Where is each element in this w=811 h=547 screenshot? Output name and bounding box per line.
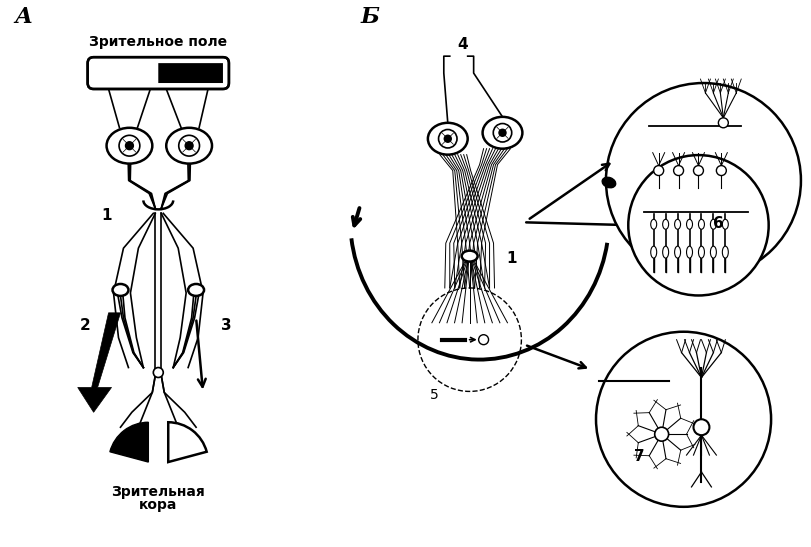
Circle shape: [126, 142, 133, 150]
Ellipse shape: [650, 246, 657, 258]
Text: кора: кора: [139, 498, 178, 512]
Circle shape: [153, 368, 163, 377]
Circle shape: [444, 135, 451, 142]
FancyBboxPatch shape: [88, 57, 229, 89]
Circle shape: [654, 427, 668, 441]
Circle shape: [719, 118, 728, 128]
Circle shape: [654, 166, 663, 176]
Text: А: А: [14, 7, 32, 28]
Ellipse shape: [675, 219, 680, 229]
Ellipse shape: [723, 219, 728, 229]
Ellipse shape: [675, 246, 680, 258]
Text: 5: 5: [430, 388, 439, 403]
Text: 6: 6: [714, 216, 724, 231]
Ellipse shape: [113, 284, 128, 296]
Text: Б: Б: [360, 7, 380, 28]
Text: 1: 1: [507, 251, 517, 266]
Wedge shape: [110, 422, 148, 462]
Circle shape: [499, 129, 506, 136]
Circle shape: [674, 166, 684, 176]
Circle shape: [185, 142, 193, 150]
Wedge shape: [168, 422, 207, 462]
Ellipse shape: [106, 128, 152, 164]
Circle shape: [478, 335, 488, 345]
Text: Зрительная: Зрительная: [111, 485, 205, 499]
Ellipse shape: [710, 246, 716, 258]
Ellipse shape: [687, 219, 693, 229]
Ellipse shape: [687, 246, 693, 258]
Circle shape: [119, 135, 139, 156]
Ellipse shape: [461, 251, 478, 261]
Ellipse shape: [698, 219, 705, 229]
Polygon shape: [78, 313, 121, 412]
Ellipse shape: [698, 246, 705, 258]
Circle shape: [693, 166, 703, 176]
Text: Зрительное поле: Зрительное поле: [89, 35, 227, 49]
Ellipse shape: [483, 117, 522, 149]
Circle shape: [716, 166, 727, 176]
Circle shape: [439, 130, 457, 148]
Ellipse shape: [663, 246, 668, 258]
Circle shape: [596, 331, 771, 507]
Ellipse shape: [166, 128, 212, 164]
Ellipse shape: [428, 123, 468, 155]
Circle shape: [629, 155, 769, 295]
Ellipse shape: [663, 219, 668, 229]
Ellipse shape: [710, 219, 716, 229]
Text: 1: 1: [101, 208, 112, 223]
Text: 3: 3: [221, 318, 232, 333]
Ellipse shape: [723, 246, 728, 258]
Text: 4: 4: [457, 37, 469, 52]
Text: 2: 2: [79, 318, 91, 333]
Ellipse shape: [650, 219, 657, 229]
Circle shape: [606, 83, 801, 278]
Ellipse shape: [188, 284, 204, 296]
FancyBboxPatch shape: [158, 63, 223, 83]
Circle shape: [693, 419, 710, 435]
Circle shape: [493, 124, 512, 142]
Ellipse shape: [603, 177, 616, 188]
Text: 7: 7: [634, 449, 645, 464]
Circle shape: [178, 135, 200, 156]
